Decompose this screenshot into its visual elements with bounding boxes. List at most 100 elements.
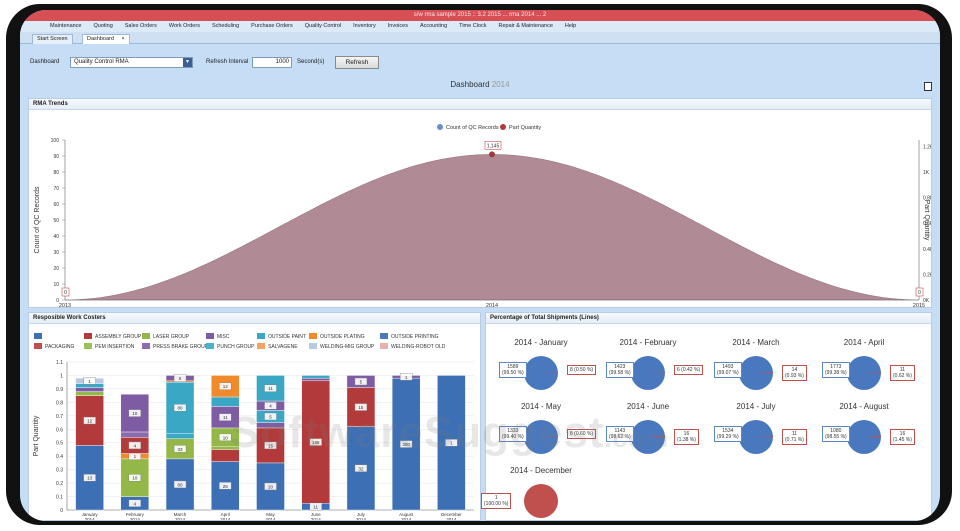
bar-label-box (83, 416, 96, 425)
pie-chart (524, 484, 558, 518)
y-tick: 1.1 (56, 360, 63, 366)
pie-chart (524, 420, 559, 454)
pie-label-left: 1333 (99.40 %) (499, 426, 527, 442)
y-tick: 90 (53, 154, 59, 160)
legend-label: MISC (217, 334, 230, 340)
legend-swatch (309, 333, 317, 339)
bar-segment (165, 433, 195, 439)
legend-label: ASSEMBLY GROUP (95, 334, 142, 340)
pie-chart (631, 356, 665, 390)
menu-item-repair-maintenance[interactable]: Repair & Maintenance (498, 23, 553, 29)
y2-tick: 0.8K (923, 196, 931, 202)
y-tick: 0 (60, 508, 63, 514)
pie-label-left: 1534 (99.29 %) (714, 426, 742, 442)
bar-label: 20 (268, 484, 274, 489)
x-tick-year: 2014 (446, 517, 457, 520)
menu-item-time-clock[interactable]: Time Clock (459, 23, 487, 29)
peak-label-box (484, 141, 502, 150)
watermark-main: SoftwareSuggest (230, 408, 605, 457)
y2-tick: 1K (923, 170, 930, 176)
legend-label: OUTSIDE PAINT (268, 334, 306, 340)
y-tick: 0.6 (56, 427, 63, 433)
bar-label-box (264, 441, 277, 450)
bar-label-box (83, 377, 96, 385)
y-tick: 40 (53, 234, 59, 240)
pie-title: 2014 - July (736, 402, 776, 411)
x-tick-year: 2014 (265, 517, 276, 520)
tab-dashboard-label: Dashboard (87, 36, 114, 42)
tab-start-screen[interactable]: Start Screen (32, 34, 73, 44)
refresh-interval-input[interactable]: 1000 (252, 57, 292, 68)
y-tick: 80 (53, 170, 59, 176)
legend-swatch (380, 343, 388, 349)
bar-segment (301, 375, 330, 379)
bar-label-box (173, 374, 187, 382)
pie-slice (648, 435, 666, 437)
x-tick-year: 2014 (220, 517, 231, 520)
y-tick: 0.4 (56, 454, 63, 460)
chevron-down-icon[interactable]: ▼ (183, 58, 192, 67)
pie-slice (864, 435, 881, 437)
y-tick: 0 (56, 298, 59, 304)
legend-swatch (34, 343, 42, 349)
bar-label: 10 (132, 476, 138, 481)
bar-label-box (264, 482, 277, 491)
pie-label-right: 6 (0.42 %) (674, 365, 704, 375)
menu-item-invoices[interactable]: Invoices (387, 23, 408, 29)
pie-label-right: 8 (0.50 %) (567, 365, 597, 375)
bar-label: 25 (223, 484, 229, 489)
bar-label: 80 (178, 406, 184, 411)
dashboard-select[interactable]: Quality Control RMA ▼ (70, 57, 193, 68)
bar-label: 196 (312, 440, 320, 445)
pie-label-right: 16 (1.45 %) (890, 429, 915, 445)
legend-swatch (309, 343, 317, 349)
tab-dashboard[interactable]: Dashboard × (82, 34, 130, 44)
seconds-label: Second(s) (297, 59, 325, 65)
legend-label: SALVAGENE (268, 344, 298, 350)
y2-axis-label: Part Quantity (923, 200, 930, 241)
y-axis-label: Part Quantity (33, 415, 40, 456)
menu-item-quoting[interactable]: Quoting (93, 23, 113, 29)
y-tick: 0.2 (56, 481, 63, 487)
x-tick-month: February (126, 512, 145, 517)
legend-label: OUTSIDE PLATING (320, 334, 365, 340)
pie-slice (756, 436, 773, 437)
menu-item-sales-orders[interactable]: Sales Orders (124, 23, 157, 29)
x-tick-month: July (357, 512, 366, 517)
y2-tick: 0K (923, 298, 930, 304)
pie-chart (739, 356, 773, 390)
bar-label: 80 (178, 482, 184, 487)
menu-item-help[interactable]: Help (564, 23, 577, 29)
pie-title: 2014 - December (510, 466, 572, 475)
bar-label-box (264, 412, 277, 421)
menu-item-quality-control[interactable]: Quality Control (304, 23, 342, 29)
bar-segment (120, 431, 150, 438)
y-tick: 0.3 (56, 468, 63, 474)
work-centers-chart: ASSEMBLY GROUP LASER GROUP MISC OUTSIDE PAI… (33, 333, 474, 521)
x-tick-year: 2014 (311, 517, 322, 520)
refresh-button[interactable]: Refresh (335, 56, 379, 69)
menu-item-inventory[interactable]: Inventory (353, 23, 376, 29)
menu-item-work-orders[interactable]: Work Orders (168, 23, 200, 29)
legend-swatch (34, 333, 42, 339)
legend-swatch (206, 333, 214, 339)
pie-label-right: 14 (0.93 %) (782, 365, 807, 381)
menu-item-maintenance[interactable]: Maintenance (50, 23, 82, 29)
export-icon[interactable] (924, 82, 932, 91)
bar-label-box (264, 384, 277, 392)
x-tick-month: March (174, 512, 187, 517)
peak-point (489, 151, 495, 158)
refresh-interval-label: Refresh Interval (206, 59, 249, 65)
toolbar: Dashboard Quality Control RMA ▼ Refresh I… (20, 44, 940, 69)
bar-label-box (354, 403, 368, 411)
shipments-title: Percentage of Total Shipments (Lines) (486, 313, 931, 324)
y-tick: 0.5 (56, 441, 63, 447)
menu-item-purchase-orders[interactable]: Purchase Orders (251, 23, 293, 29)
close-icon[interactable]: × (121, 36, 125, 42)
bar-label: 1 (134, 454, 137, 459)
bar-label: 11 (313, 505, 318, 510)
menu-item-accounting[interactable]: Accounting (419, 23, 448, 29)
y-tick: 0.7 (56, 414, 63, 420)
menu-item-scheduling[interactable]: Scheduling (211, 23, 240, 29)
bar-label: 1 (88, 379, 91, 384)
